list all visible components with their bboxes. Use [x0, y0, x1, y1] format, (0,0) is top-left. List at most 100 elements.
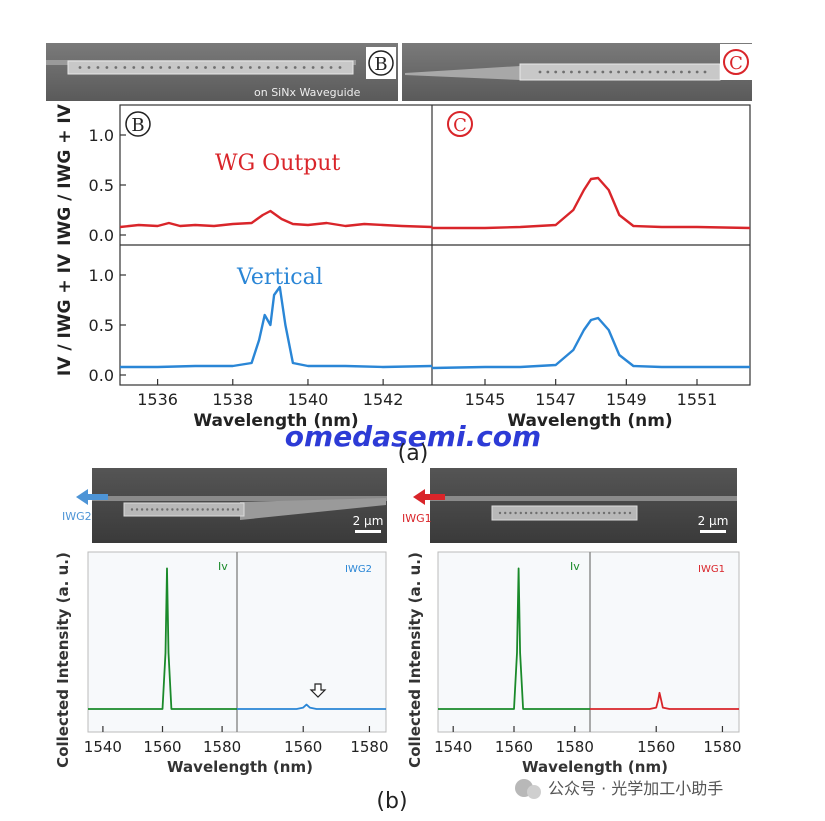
pc-hole	[96, 66, 100, 69]
pc-hole	[226, 508, 230, 511]
ytick-label: 0.5	[89, 316, 114, 335]
pc-hole	[213, 66, 216, 69]
sem-image-c: C	[402, 43, 752, 101]
pc-hole	[181, 508, 184, 511]
pc-hole	[293, 66, 297, 69]
xlabel-a-left: Wavelength (nm)	[193, 411, 358, 431]
pc-hole	[135, 508, 139, 511]
pc-hole	[566, 511, 569, 515]
pc-hole	[145, 508, 149, 511]
pc-hole	[695, 70, 699, 74]
pc-hole	[159, 66, 163, 69]
pc-hole	[206, 508, 209, 511]
xlabel-b-left: Wavelength (nm)	[167, 758, 313, 776]
pc-hole	[618, 511, 621, 515]
pc-hole	[576, 511, 580, 515]
pc-hole	[628, 511, 632, 515]
pc-hole	[132, 66, 136, 69]
sem-right-marker: C	[729, 53, 743, 74]
series-line-vertical	[120, 285, 433, 369]
photonic-crystal-holes-br	[498, 511, 632, 515]
photonic-crystal-holes-c	[538, 70, 707, 74]
panel-b-series	[88, 567, 739, 710]
series-line-wg-output	[432, 176, 751, 230]
pc-hole	[123, 66, 127, 69]
pc-hole	[311, 66, 315, 69]
xlabel-b-right: Wavelength (nm)	[522, 758, 668, 776]
pc-hole	[201, 508, 204, 511]
pc-hole	[540, 511, 543, 515]
photonic-crystal-holes-b	[78, 66, 342, 69]
pc-hole	[191, 508, 194, 511]
watermark: omedasemi.com	[285, 420, 541, 453]
pc-hole	[216, 508, 220, 511]
pc-hole	[608, 511, 611, 515]
xtick-label: 1560	[284, 738, 322, 756]
pc-hole	[257, 66, 261, 69]
pc-hole	[617, 70, 620, 74]
xtick-label: 1542	[363, 390, 404, 409]
pc-hole	[231, 66, 234, 69]
vertical-label: Vertical	[236, 265, 323, 290]
ytick-label: 0.0	[89, 226, 114, 245]
arrow-left-icon	[76, 489, 108, 505]
pc-hole	[571, 511, 574, 515]
pc-hole	[504, 511, 507, 515]
pc-hole	[519, 511, 522, 515]
pc-hole	[211, 508, 214, 511]
svg-text:C: C	[453, 115, 467, 136]
series-line-iv	[438, 567, 590, 710]
pc-hole	[554, 70, 558, 74]
pc-hole	[592, 511, 595, 515]
pc-hole	[514, 511, 517, 515]
pc-hole	[338, 66, 342, 69]
pc-hole	[561, 511, 564, 515]
sem-image-b: B on SiNx Waveguide	[46, 43, 398, 101]
series-line-wg-output	[119, 209, 433, 229]
xtick-label: 1538	[212, 390, 253, 409]
ytick-label: 1.0	[89, 126, 114, 145]
ylabel-top: IWG / IWG + IV	[55, 103, 75, 246]
pc-hole	[648, 70, 652, 74]
pc-hole	[562, 70, 565, 74]
pc-hole	[524, 511, 528, 515]
xtick-label: 1560	[495, 738, 533, 756]
pc-hole	[320, 66, 324, 69]
sem-left-caption: on SiNx Waveguide	[254, 86, 361, 99]
pc-hole	[156, 508, 159, 511]
pc-hole	[329, 66, 333, 69]
marker-b-circle	[368, 50, 394, 76]
xtick-label: 1580	[350, 738, 388, 756]
pc-hole	[585, 70, 589, 74]
pc-hole	[656, 70, 660, 74]
scale-bar-left: 2 μm	[353, 514, 384, 528]
pc-hole	[87, 66, 91, 69]
legend-iv-left: Iv	[218, 560, 228, 573]
panel-a-xticks: 1536 1538 1540 1542 1545 1547 1549 1551	[137, 379, 717, 409]
ytick-label: 1.0	[89, 266, 114, 285]
wg-output-label: WG Output	[215, 151, 340, 176]
svg-text:B: B	[131, 115, 144, 136]
panel-a-frames	[119, 104, 751, 386]
pc-hole	[140, 508, 144, 511]
pc-hole	[664, 70, 668, 74]
pc-hole	[150, 66, 154, 69]
sem-left-marker: B	[374, 54, 387, 75]
pc-hole	[239, 66, 243, 69]
pc-hole	[196, 508, 199, 511]
xtick-label: 1580	[203, 738, 241, 756]
pc-hole	[623, 511, 626, 515]
pc-hole	[114, 66, 118, 69]
panel-b-tag: (b)	[376, 789, 407, 814]
ylabel-b-right: Collected Intensity (a. u.)	[406, 552, 424, 768]
pc-hole	[186, 508, 189, 511]
pc-hole	[195, 66, 198, 69]
col-marker-b: B	[125, 111, 151, 137]
panel-a-yticks: 0.0 0.5 1.0 0.0 0.5 1.0	[89, 126, 126, 385]
pc-hole	[284, 66, 288, 69]
arrow-right-icon	[413, 489, 445, 505]
pc-hole	[602, 511, 606, 515]
ytick-label: 0.0	[89, 366, 114, 385]
scale-bar-right: 2 μm	[698, 514, 729, 528]
